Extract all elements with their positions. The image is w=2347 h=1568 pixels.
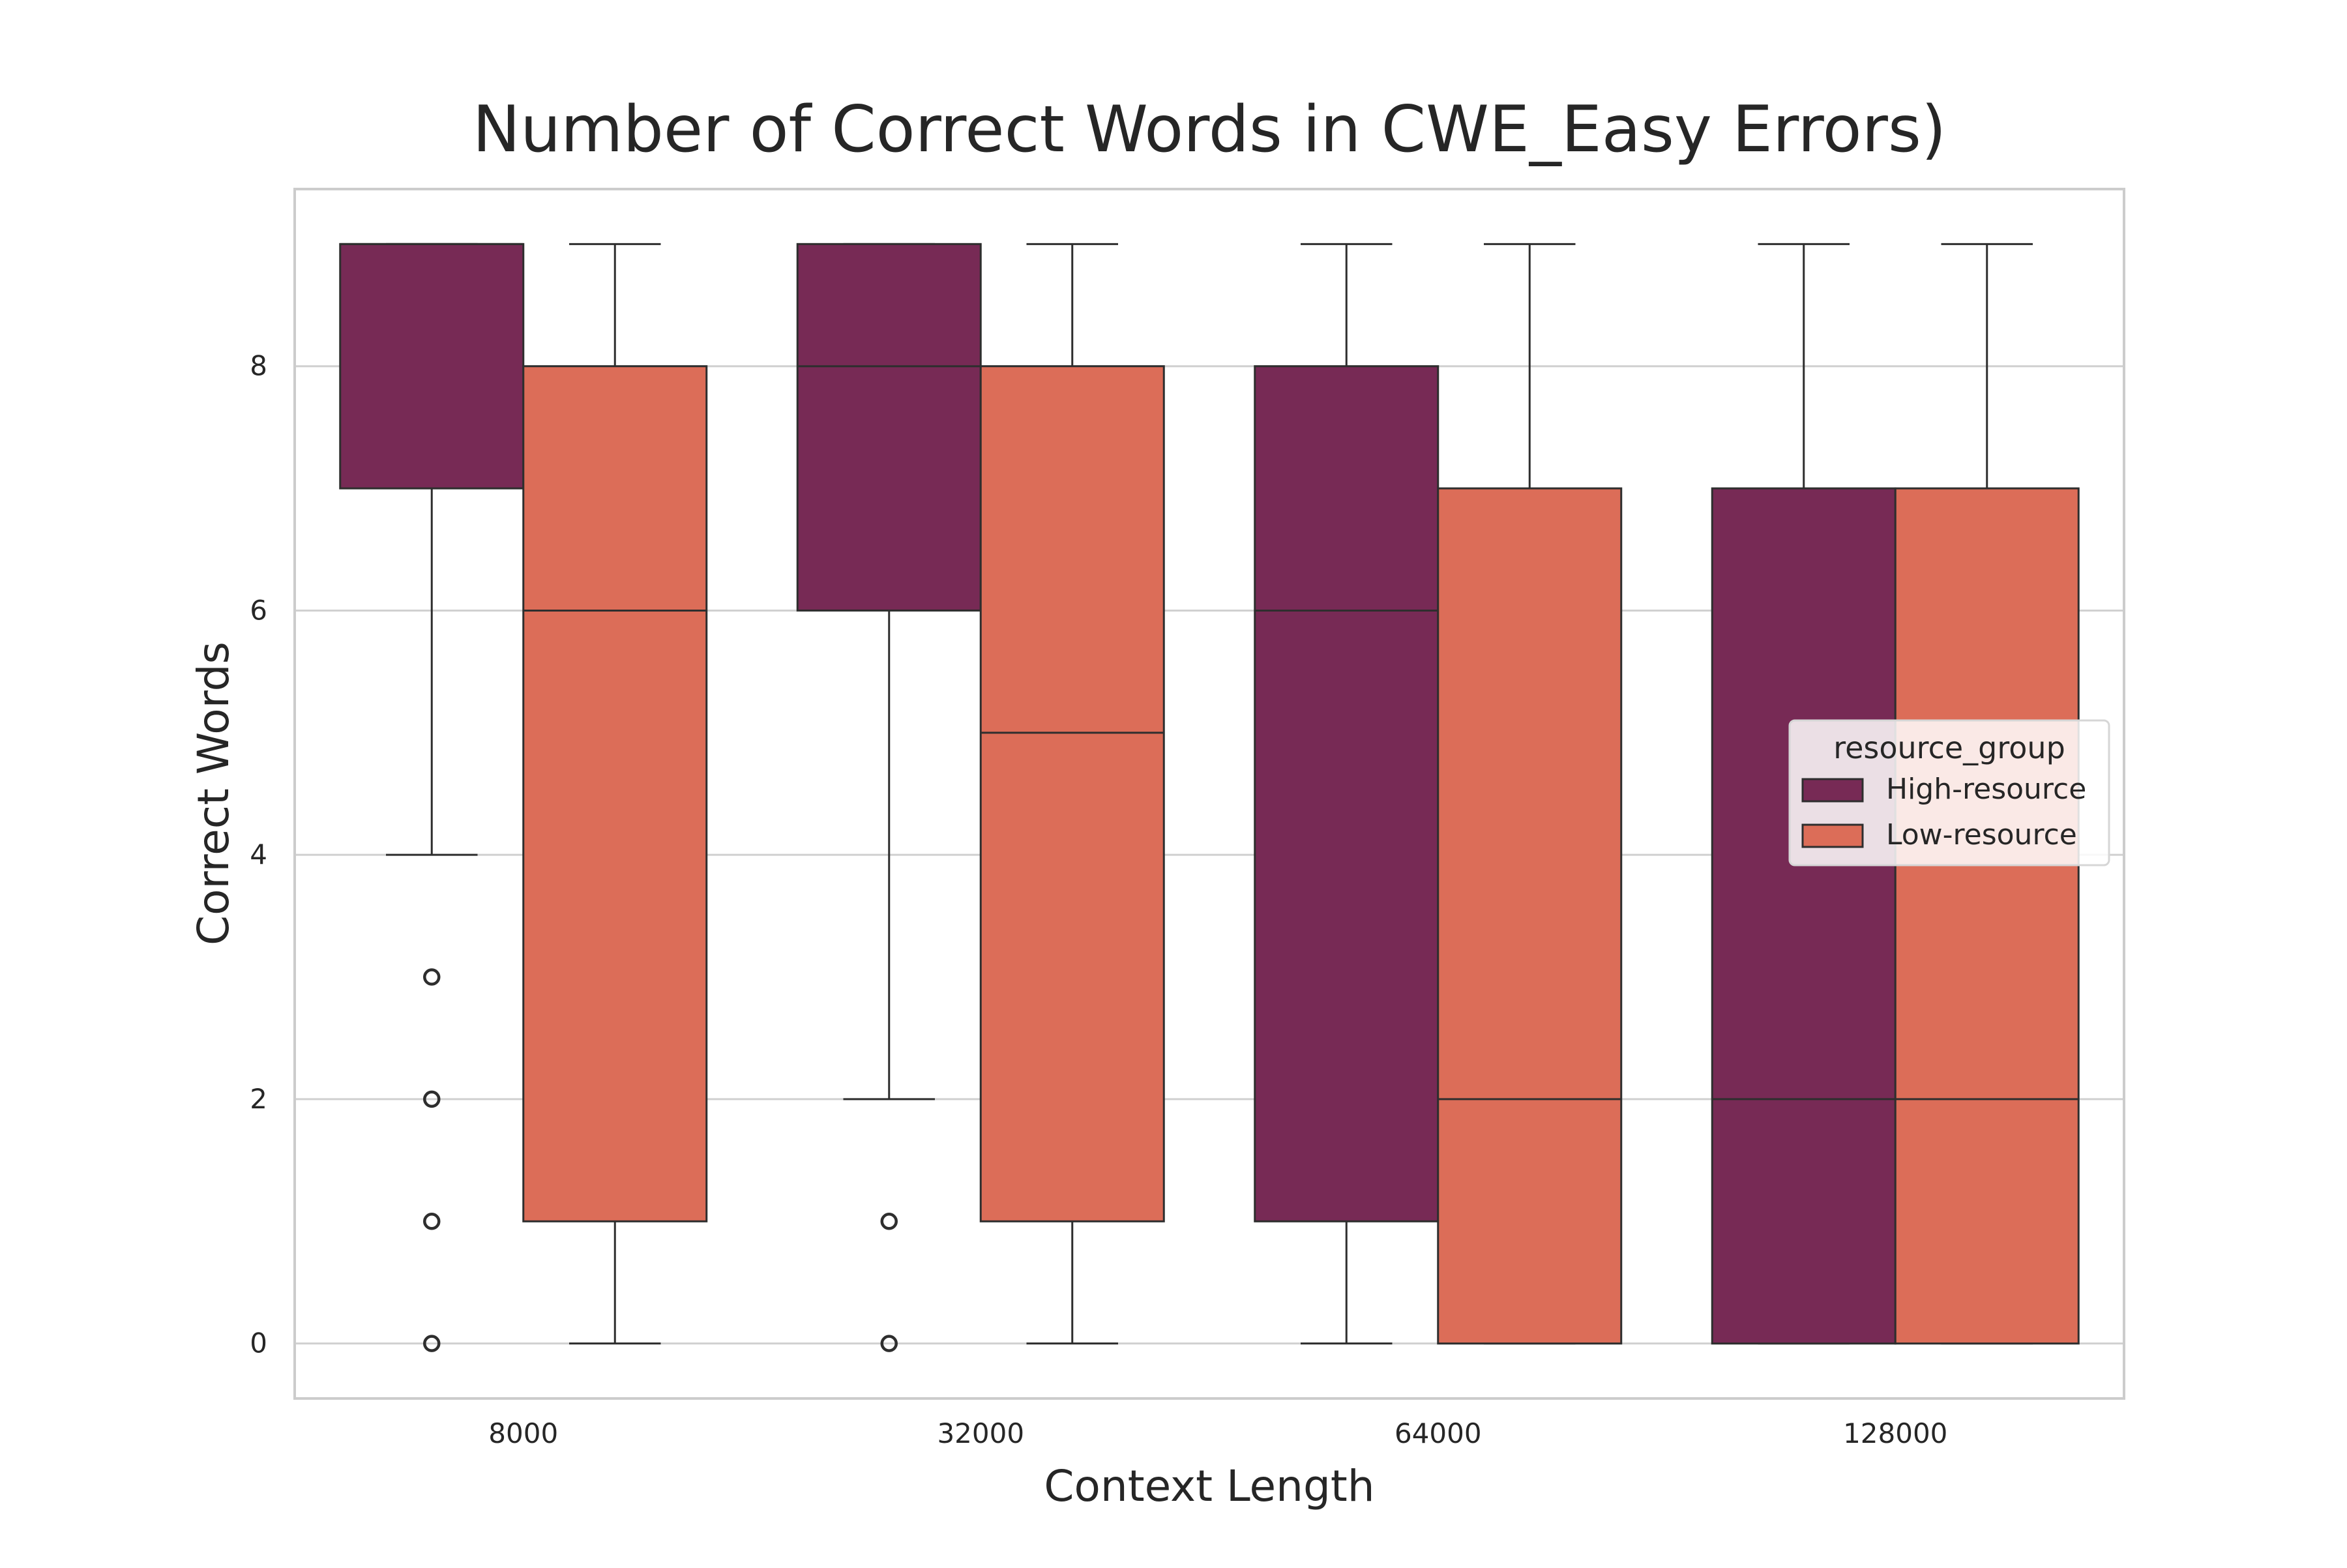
- legend-box: [1788, 719, 2110, 866]
- x-tick-label: 8000: [488, 1417, 558, 1449]
- y-tick-label: 8: [250, 350, 267, 382]
- iqr-box: [1254, 365, 1439, 1222]
- outlier-point: [880, 1213, 898, 1230]
- x-tick-label: 32000: [937, 1417, 1024, 1449]
- y-tick-label: 6: [250, 594, 267, 626]
- plot-frame: [293, 188, 2125, 1400]
- box-group: [339, 243, 525, 1352]
- iqr-box: [339, 243, 525, 490]
- legend-label: Low-resource: [1886, 818, 2077, 851]
- x-tick-label: 64000: [1395, 1417, 1482, 1449]
- iqr-box: [796, 243, 982, 612]
- box-group: [522, 243, 708, 1345]
- outlier-point: [423, 1213, 441, 1230]
- iqr-box: [522, 365, 708, 1222]
- legend-label: High-resource: [1886, 773, 2086, 806]
- axes: 0 2 4 6 8 8000 32000 64000 128000: [250, 188, 2125, 1449]
- y-tick-label: 4: [250, 838, 267, 870]
- x-axis-label: Context Length: [1044, 1461, 1374, 1511]
- y-axis-label: Correct Words: [188, 642, 239, 945]
- legend: resource_group High-resource Low-resource: [1788, 719, 2110, 866]
- outlier-point: [880, 1335, 898, 1352]
- box-group: [1437, 243, 1623, 1345]
- box-group: [1254, 243, 1439, 1345]
- y-tick-label: 2: [250, 1083, 267, 1115]
- outlier-point: [423, 1090, 441, 1108]
- iqr-box: [1437, 487, 1623, 1345]
- y-tick-label: 0: [250, 1327, 267, 1359]
- outlier-point: [423, 968, 441, 986]
- iqr-box: [1894, 487, 2080, 1345]
- box-group: [1711, 243, 1897, 1345]
- legend-swatch: [1801, 823, 1864, 848]
- chart-title: Number of Correct Words in CWE_Easy Erro…: [473, 93, 1946, 167]
- outlier-point: [423, 1335, 441, 1352]
- legend-title: resource_group: [1833, 730, 2065, 765]
- iqr-box: [979, 365, 1165, 1222]
- x-tick-label: 128000: [1843, 1417, 1947, 1449]
- box-group: [796, 243, 982, 1352]
- box-plots: [339, 243, 2080, 1352]
- box-group: [1894, 243, 2080, 1345]
- box-group: [979, 243, 1165, 1345]
- iqr-box: [1711, 487, 1897, 1345]
- legend-swatch: [1801, 778, 1864, 803]
